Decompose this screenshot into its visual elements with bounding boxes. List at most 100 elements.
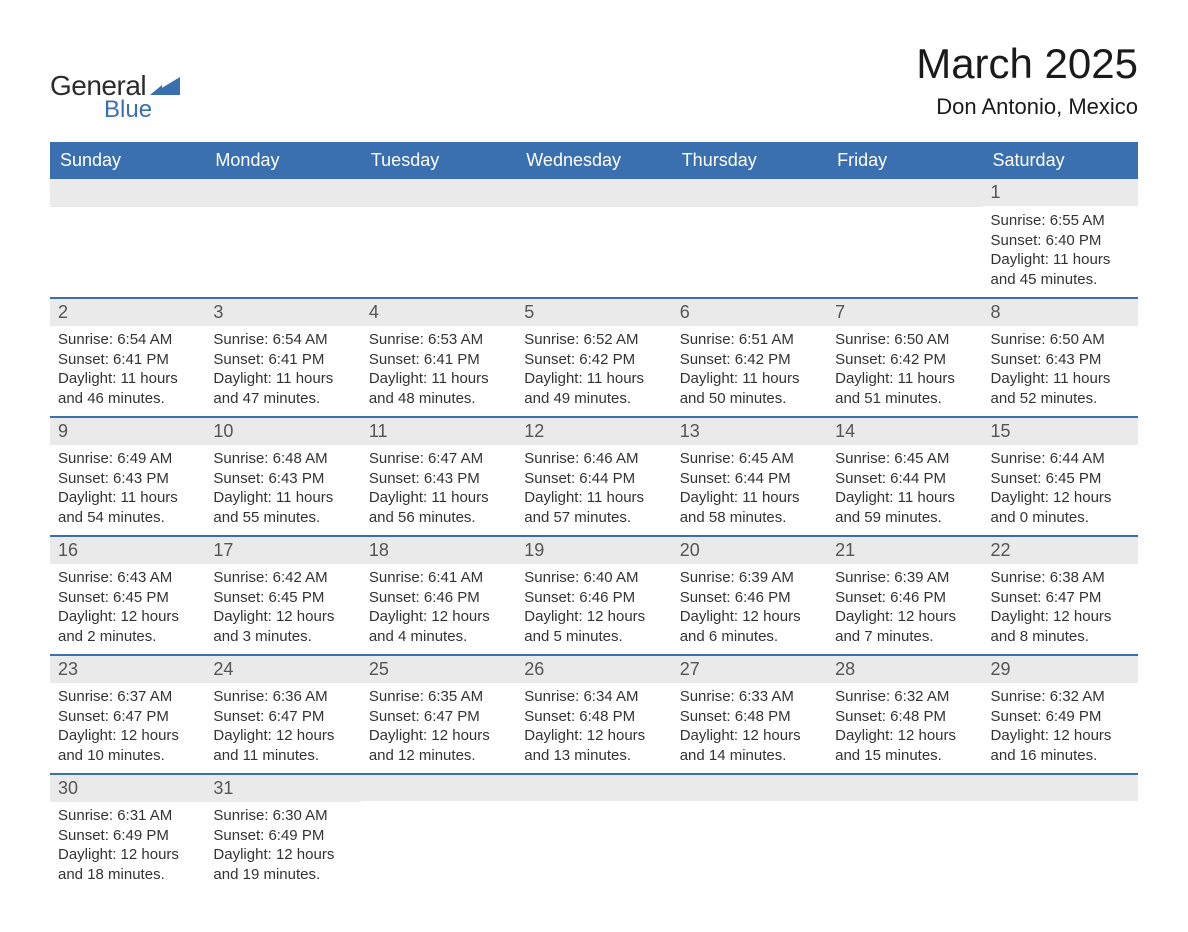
daylight-line-2: and 45 minutes. <box>991 270 1130 290</box>
day-details: Sunrise: 6:35 AMSunset: 6:47 PMDaylight:… <box>361 683 516 773</box>
daylight-line-1: Daylight: 12 hours <box>369 726 508 746</box>
calendar-week-header: 16171819202122 <box>50 535 1138 564</box>
calendar-week-header: 3031 <box>50 773 1138 802</box>
daylight-line-2: and 15 minutes. <box>835 746 974 766</box>
daylight-line-1: Daylight: 12 hours <box>213 726 352 746</box>
sunrise-line: Sunrise: 6:33 AM <box>680 687 819 707</box>
day-number <box>361 773 516 801</box>
sunset-line: Sunset: 6:42 PM <box>680 350 819 370</box>
day-details: Sunrise: 6:45 AMSunset: 6:44 PMDaylight:… <box>672 445 827 535</box>
day-cell-body: Sunrise: 6:32 AMSunset: 6:49 PMDaylight:… <box>983 683 1138 773</box>
day-cell-header: 26 <box>516 654 671 683</box>
day-details: Sunrise: 6:39 AMSunset: 6:46 PMDaylight:… <box>827 564 982 654</box>
day-cell-header: 3 <box>205 297 360 326</box>
sunrise-line: Sunrise: 6:49 AM <box>58 449 197 469</box>
day-cell-header: 23 <box>50 654 205 683</box>
sunset-line: Sunset: 6:43 PM <box>58 469 197 489</box>
day-cell-body: Sunrise: 6:38 AMSunset: 6:47 PMDaylight:… <box>983 564 1138 654</box>
sunset-line: Sunset: 6:43 PM <box>213 469 352 489</box>
day-cell-body: Sunrise: 6:48 AMSunset: 6:43 PMDaylight:… <box>205 445 360 535</box>
day-number <box>516 773 671 801</box>
sunrise-line: Sunrise: 6:43 AM <box>58 568 197 588</box>
day-cell-header: 8 <box>983 297 1138 326</box>
daylight-line-1: Daylight: 12 hours <box>524 607 663 627</box>
day-number <box>205 179 360 207</box>
sunrise-line: Sunrise: 6:44 AM <box>991 449 1130 469</box>
day-cell-body: Sunrise: 6:53 AMSunset: 6:41 PMDaylight:… <box>361 326 516 416</box>
title-block: March 2025 Don Antonio, Mexico <box>916 40 1138 120</box>
day-number <box>983 773 1138 801</box>
daylight-line-1: Daylight: 11 hours <box>680 488 819 508</box>
day-cell-header <box>50 179 205 207</box>
day-cell-body: Sunrise: 6:35 AMSunset: 6:47 PMDaylight:… <box>361 683 516 773</box>
logo-word-blue: Blue <box>104 96 180 124</box>
day-details: Sunrise: 6:48 AMSunset: 6:43 PMDaylight:… <box>205 445 360 535</box>
day-cell-header: 15 <box>983 416 1138 445</box>
day-cell-header: 1 <box>983 179 1138 207</box>
sunset-line: Sunset: 6:48 PM <box>680 707 819 727</box>
day-number: 7 <box>827 297 982 326</box>
day-details: Sunrise: 6:50 AMSunset: 6:42 PMDaylight:… <box>827 326 982 416</box>
day-cell-header: 18 <box>361 535 516 564</box>
daylight-line-1: Daylight: 11 hours <box>524 488 663 508</box>
sunrise-line: Sunrise: 6:39 AM <box>680 568 819 588</box>
daylight-line-1: Daylight: 11 hours <box>835 488 974 508</box>
sunrise-line: Sunrise: 6:39 AM <box>835 568 974 588</box>
day-number: 6 <box>672 297 827 326</box>
daylight-line-2: and 4 minutes. <box>369 627 508 647</box>
daylight-line-1: Daylight: 11 hours <box>835 369 974 389</box>
day-details: Sunrise: 6:46 AMSunset: 6:44 PMDaylight:… <box>516 445 671 535</box>
daylight-line-1: Daylight: 11 hours <box>213 488 352 508</box>
day-cell-body: Sunrise: 6:39 AMSunset: 6:46 PMDaylight:… <box>827 564 982 654</box>
sunrise-line: Sunrise: 6:47 AM <box>369 449 508 469</box>
daylight-line-2: and 18 minutes. <box>58 865 197 885</box>
calendar-week-body: Sunrise: 6:37 AMSunset: 6:47 PMDaylight:… <box>50 683 1138 773</box>
day-cell-header: 29 <box>983 654 1138 683</box>
location-label: Don Antonio, Mexico <box>916 94 1138 120</box>
day-cell-body: Sunrise: 6:34 AMSunset: 6:48 PMDaylight:… <box>516 683 671 773</box>
day-number <box>50 179 205 207</box>
calendar-week-header: 1 <box>50 179 1138 207</box>
day-details: Sunrise: 6:30 AMSunset: 6:49 PMDaylight:… <box>205 802 360 892</box>
day-details <box>983 802 1138 882</box>
sunrise-line: Sunrise: 6:55 AM <box>991 211 1130 231</box>
day-cell-header: 30 <box>50 773 205 802</box>
day-cell-header: 31 <box>205 773 360 802</box>
day-cell-body <box>361 207 516 297</box>
daylight-line-2: and 57 minutes. <box>524 508 663 528</box>
daylight-line-1: Daylight: 12 hours <box>369 607 508 627</box>
daylight-line-2: and 49 minutes. <box>524 389 663 409</box>
weekday-header: Saturday <box>983 142 1138 179</box>
day-details: Sunrise: 6:34 AMSunset: 6:48 PMDaylight:… <box>516 683 671 773</box>
sunset-line: Sunset: 6:40 PM <box>991 231 1130 251</box>
daylight-line-2: and 50 minutes. <box>680 389 819 409</box>
sunset-line: Sunset: 6:49 PM <box>991 707 1130 727</box>
day-details: Sunrise: 6:36 AMSunset: 6:47 PMDaylight:… <box>205 683 360 773</box>
day-number: 28 <box>827 654 982 683</box>
daylight-line-1: Daylight: 11 hours <box>58 369 197 389</box>
daylight-line-2: and 56 minutes. <box>369 508 508 528</box>
month-title: March 2025 <box>916 40 1138 88</box>
day-cell-body: Sunrise: 6:45 AMSunset: 6:44 PMDaylight:… <box>672 445 827 535</box>
day-cell-body <box>50 207 205 297</box>
day-number: 14 <box>827 416 982 445</box>
sunset-line: Sunset: 6:43 PM <box>991 350 1130 370</box>
daylight-line-1: Daylight: 12 hours <box>835 607 974 627</box>
day-cell-body <box>361 802 516 892</box>
day-details <box>516 207 671 287</box>
sunset-line: Sunset: 6:41 PM <box>58 350 197 370</box>
day-cell-header: 25 <box>361 654 516 683</box>
daylight-line-2: and 58 minutes. <box>680 508 819 528</box>
daylight-line-2: and 55 minutes. <box>213 508 352 528</box>
day-number: 23 <box>50 654 205 683</box>
day-details: Sunrise: 6:33 AMSunset: 6:48 PMDaylight:… <box>672 683 827 773</box>
day-number: 17 <box>205 535 360 564</box>
day-cell-header: 5 <box>516 297 671 326</box>
day-details <box>672 207 827 287</box>
day-number <box>672 179 827 207</box>
day-cell-body <box>672 207 827 297</box>
day-number: 9 <box>50 416 205 445</box>
day-details: Sunrise: 6:41 AMSunset: 6:46 PMDaylight:… <box>361 564 516 654</box>
day-number: 18 <box>361 535 516 564</box>
daylight-line-1: Daylight: 12 hours <box>213 607 352 627</box>
